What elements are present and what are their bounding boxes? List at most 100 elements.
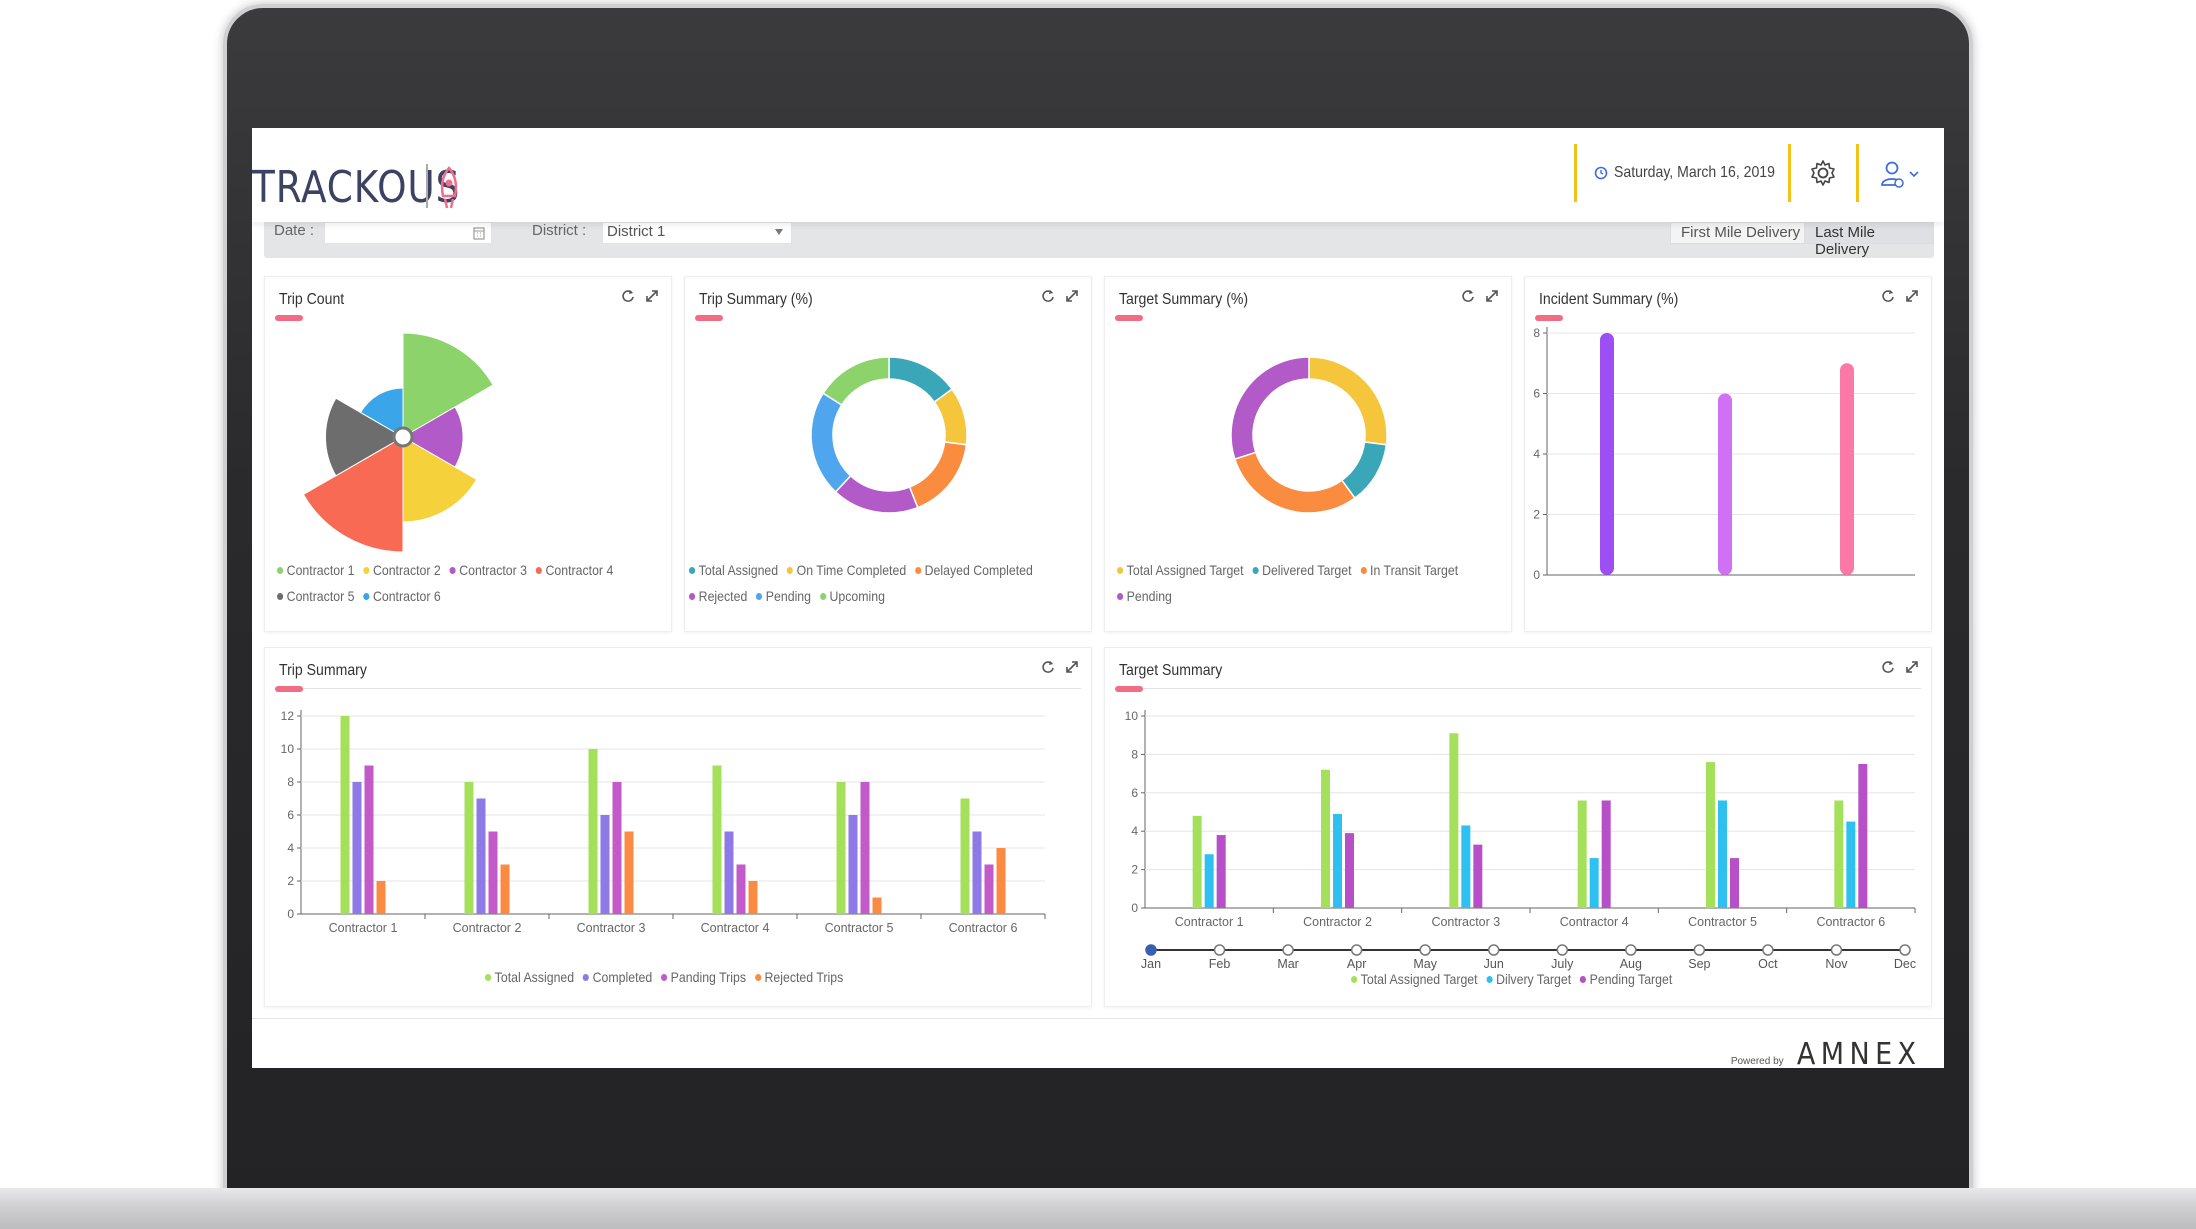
incident-bar bbox=[1600, 333, 1614, 575]
timeline-point bbox=[1350, 944, 1363, 956]
timeline-point bbox=[1762, 944, 1774, 956]
card-accent bbox=[1115, 315, 1143, 321]
refresh-icon[interactable] bbox=[1461, 289, 1475, 303]
refresh-icon[interactable] bbox=[1881, 660, 1895, 674]
card-tools bbox=[1041, 289, 1079, 303]
expand-icon[interactable] bbox=[1065, 289, 1079, 303]
timeline-point bbox=[1830, 944, 1843, 956]
legend-label: Completed bbox=[592, 969, 653, 985]
legend-item[interactable]: Dilvery Target bbox=[1486, 966, 1571, 992]
bar bbox=[1730, 858, 1739, 908]
refresh-icon[interactable] bbox=[621, 289, 635, 303]
legend-item[interactable]: Total Assigned Target bbox=[1117, 557, 1244, 583]
y-tick-label: 6 bbox=[1533, 387, 1540, 401]
legend-dot bbox=[363, 566, 370, 574]
legend-dot bbox=[756, 592, 763, 600]
legend-dot bbox=[914, 566, 922, 574]
x-tick-label: Contractor 2 bbox=[453, 921, 522, 935]
timeline-label: Nov bbox=[1825, 957, 1848, 971]
expand-icon[interactable] bbox=[1065, 660, 1079, 674]
card-accent bbox=[275, 686, 303, 692]
expand-icon[interactable] bbox=[1905, 660, 1919, 674]
x-tick-label: Contractor 4 bbox=[1560, 915, 1629, 929]
rocket-icon bbox=[440, 166, 458, 209]
laptop-base bbox=[0, 1188, 2196, 1229]
legend-item[interactable]: Pending bbox=[756, 583, 811, 609]
legend-item[interactable]: Upcoming bbox=[819, 583, 885, 609]
bar bbox=[600, 815, 610, 914]
legend-item[interactable]: Total Assigned bbox=[485, 964, 574, 990]
bar bbox=[1601, 800, 1611, 908]
legend-item[interactable]: Total Assigned Target bbox=[1351, 966, 1478, 992]
y-tick-label: 0 bbox=[1533, 568, 1540, 582]
header-separator bbox=[1856, 144, 1859, 202]
expand-icon[interactable] bbox=[645, 289, 659, 303]
legend-item[interactable]: Contractor 6 bbox=[363, 583, 441, 609]
legend-item[interactable]: In Transit Target bbox=[1360, 557, 1458, 583]
timeline-point bbox=[1282, 944, 1294, 956]
legend-item[interactable]: Delayed Completed bbox=[914, 557, 1033, 583]
legend-dot bbox=[819, 592, 826, 600]
legend-label: Delivered Target bbox=[1262, 562, 1352, 578]
card-title: Target Summary (%) bbox=[1119, 291, 1249, 308]
legend-item[interactable]: Rejected Trips bbox=[754, 964, 843, 990]
legend-label: Upcoming bbox=[829, 588, 885, 604]
expand-icon[interactable] bbox=[1905, 289, 1919, 303]
timeline-point bbox=[1487, 944, 1500, 956]
legend-item[interactable]: Total Assigned bbox=[689, 557, 778, 583]
y-tick-label: 8 bbox=[1131, 747, 1138, 761]
header-separator bbox=[1574, 144, 1577, 202]
x-tick-label: Contractor 1 bbox=[329, 921, 398, 935]
target-summary-pct-chart bbox=[1230, 356, 1388, 514]
y-tick-label: 10 bbox=[281, 742, 295, 756]
top-header: TRACKOUS Saturday, March 16, 2019 bbox=[252, 128, 1944, 222]
legend-item[interactable]: On Time Completed bbox=[786, 557, 906, 583]
district-select[interactable]: District 1 bbox=[602, 222, 792, 244]
timeline-point bbox=[1419, 944, 1431, 956]
legend-dot bbox=[449, 566, 456, 574]
refresh-icon[interactable] bbox=[1881, 289, 1895, 303]
legend-item[interactable]: Pending Target bbox=[1579, 966, 1673, 992]
y-tick-label: 4 bbox=[1131, 824, 1138, 838]
donut-slice bbox=[1230, 356, 1310, 461]
legend-dot bbox=[1579, 975, 1587, 983]
legend-item[interactable]: Completed bbox=[582, 964, 653, 990]
amnex-logo[interactable]: AMNEX bbox=[1796, 1037, 1922, 1068]
legend-item[interactable]: Contractor 5 bbox=[277, 583, 354, 609]
expand-icon[interactable] bbox=[1485, 289, 1499, 303]
y-tick-label: 10 bbox=[1125, 709, 1139, 723]
user-icon[interactable] bbox=[1878, 158, 1922, 192]
header-separator bbox=[1788, 144, 1791, 202]
refresh-icon[interactable] bbox=[1041, 660, 1055, 674]
card-accent bbox=[275, 315, 303, 321]
legend-item[interactable]: Rejected bbox=[689, 583, 747, 609]
legend-label: Pending Target bbox=[1589, 971, 1673, 987]
legend-item[interactable]: Contractor 4 bbox=[535, 557, 613, 583]
timeline-label: Feb bbox=[1209, 957, 1231, 971]
date-input[interactable] bbox=[324, 222, 492, 244]
legend-item[interactable]: Contractor 3 bbox=[449, 557, 527, 583]
tab-first-mile-delivery[interactable]: First Mile Delivery bbox=[1670, 222, 1812, 244]
legend-item[interactable]: Delivered Target bbox=[1252, 557, 1352, 583]
x-tick-label: Contractor 3 bbox=[1431, 915, 1500, 929]
card-tools bbox=[1881, 289, 1919, 303]
legend-item[interactable]: Panding Trips bbox=[661, 964, 746, 990]
legend-label: Contractor 6 bbox=[372, 588, 441, 604]
incident-bar bbox=[1840, 363, 1854, 575]
legend-item[interactable]: Pending bbox=[1117, 583, 1172, 609]
bar bbox=[996, 848, 1006, 914]
incident-bar bbox=[1718, 393, 1732, 575]
legend-item[interactable]: Contractor 1 bbox=[277, 557, 354, 583]
legend-dot bbox=[277, 566, 284, 574]
bar bbox=[736, 864, 746, 914]
calendar-icon[interactable] bbox=[473, 226, 485, 240]
trip-summary-pct-card: Trip Summary (%) Total Assigned On Time C… bbox=[684, 276, 1092, 632]
refresh-icon[interactable] bbox=[1041, 289, 1055, 303]
app-logo[interactable]: TRACKOUS bbox=[252, 162, 461, 213]
gear-icon[interactable] bbox=[1808, 158, 1838, 188]
legend-dot bbox=[1117, 566, 1124, 574]
legend-item[interactable]: Contractor 2 bbox=[363, 557, 441, 583]
tab-last-mile-delivery[interactable]: Last Mile Delivery bbox=[1804, 222, 1934, 258]
polar-slice bbox=[324, 397, 405, 477]
timeline-point bbox=[1693, 944, 1706, 956]
